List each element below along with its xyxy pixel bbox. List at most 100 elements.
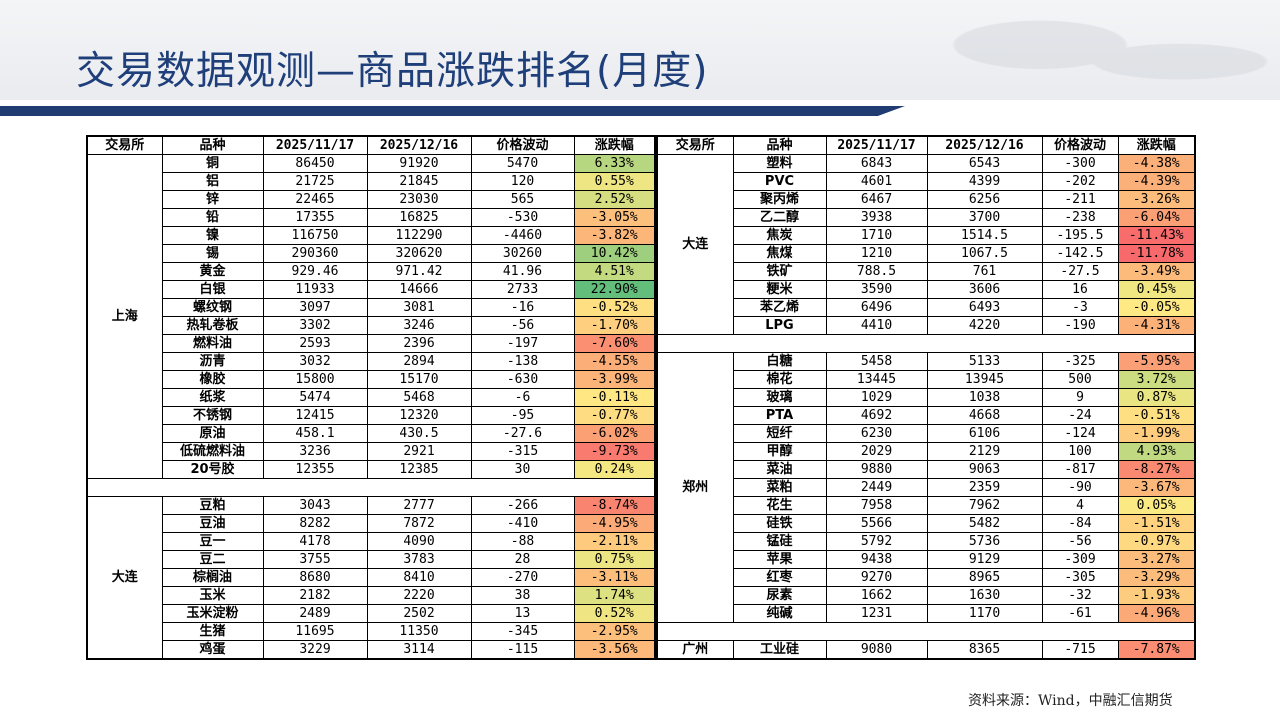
table-row: 低硫燃料油 3236 2921 -315 -9.73% — [87, 442, 656, 461]
pct-change-cell: -4.38% — [1117, 154, 1196, 173]
pct-change-cell: 0.24% — [573, 460, 656, 479]
price-change-cell: -238 — [1041, 208, 1119, 227]
price-end-cell: 761 — [926, 262, 1043, 281]
price-end-cell: 14666 — [366, 280, 472, 299]
price-end-cell: 5468 — [366, 388, 472, 407]
table-row: LPG 4410 4220 -190 -4.31% — [657, 316, 1196, 335]
price-change-cell: -266 — [470, 496, 575, 515]
variety-cell: 菜粕 — [732, 478, 827, 497]
price-start-cell: 3236 — [262, 442, 368, 461]
table-row: 铁矿 788.5 761 -27.5 -3.49% — [657, 262, 1196, 281]
price-start-cell: 458.1 — [262, 424, 368, 443]
variety-cell: 尿素 — [732, 586, 827, 605]
pct-change-cell: 0.05% — [1117, 496, 1196, 515]
price-change-cell: -27.5 — [1041, 262, 1119, 281]
table-row: 甲醇 2029 2129 100 4.93% — [657, 442, 1196, 461]
price-start-cell: 4692 — [825, 406, 928, 425]
variety-cell: 热轧卷板 — [161, 316, 264, 335]
left-ranking-table: 交易所 品种 2025/11/17 2025/12/16 价格波动 涨跌幅 上海… — [86, 135, 656, 660]
price-start-cell: 11933 — [262, 280, 368, 299]
table-row: 橡胶 15800 15170 -630 -3.99% — [87, 370, 656, 389]
table-header-row: 交易所 品种 2025/11/17 2025/12/16 价格波动 涨跌幅 — [86, 135, 656, 155]
variety-cell: LPG — [732, 316, 827, 335]
table-row: 大连 豆粕 3043 2777 -266 -8.74% — [86, 496, 656, 660]
price-start-cell: 290360 — [262, 244, 368, 263]
pct-change-cell: -0.11% — [573, 388, 656, 407]
pct-change-cell: 4.51% — [573, 262, 656, 281]
group-separator-row — [656, 622, 1196, 641]
price-change-cell: 2733 — [470, 280, 575, 299]
price-change-cell: -4460 — [470, 226, 575, 245]
variety-cell: 玉米 — [161, 586, 264, 605]
header-price-change: 价格波动 — [1041, 135, 1119, 155]
pct-change-cell: 0.45% — [1117, 280, 1196, 299]
price-end-cell: 1038 — [926, 388, 1043, 407]
price-change-cell: 5470 — [470, 154, 575, 173]
separator-cell — [656, 334, 1196, 353]
variety-cell: 豆油 — [161, 514, 264, 533]
price-start-cell: 2489 — [262, 604, 368, 623]
price-change-cell: -202 — [1041, 172, 1119, 191]
price-start-cell: 1210 — [825, 244, 928, 263]
table-row: 白银 11933 14666 2733 22.90% — [87, 280, 656, 299]
variety-cell: 棕榈油 — [161, 568, 264, 587]
table-row: 锡 290360 320620 30260 10.42% — [87, 244, 656, 263]
table-row: 生猪 11695 11350 -345 -2.95% — [87, 622, 656, 641]
price-end-cell: 6256 — [926, 190, 1043, 209]
price-start-cell: 1029 — [825, 388, 928, 407]
price-start-cell: 86450 — [262, 154, 368, 173]
exchange-cell: 郑州 — [656, 352, 734, 623]
header-date-end: 2025/12/16 — [926, 135, 1043, 155]
price-start-cell: 3043 — [262, 496, 368, 515]
variety-cell: 黄金 — [161, 262, 264, 281]
table-row: 玉米淀粉 2489 2502 13 0.52% — [87, 604, 656, 623]
price-change-cell: -305 — [1041, 568, 1119, 587]
price-end-cell: 2894 — [366, 352, 472, 371]
pct-change-cell: -3.49% — [1117, 262, 1196, 281]
variety-cell: 红枣 — [732, 568, 827, 587]
pct-change-cell: -0.05% — [1117, 298, 1196, 317]
world-map-watermark — [880, 0, 1280, 112]
price-start-cell: 9270 — [825, 568, 928, 587]
variety-cell: 焦炭 — [732, 226, 827, 245]
price-end-cell: 112290 — [366, 226, 472, 245]
variety-cell: 20号胶 — [161, 460, 264, 479]
table-row: 棕榈油 8680 8410 -270 -3.11% — [87, 568, 656, 587]
table-row: 苯乙烯 6496 6493 -3 -0.05% — [657, 298, 1196, 317]
variety-cell: 白糖 — [732, 352, 827, 371]
price-end-cell: 7962 — [926, 496, 1043, 515]
price-end-cell: 3606 — [926, 280, 1043, 299]
variety-cell: 乙二醇 — [732, 208, 827, 227]
price-start-cell: 2182 — [262, 586, 368, 605]
price-start-cell: 12355 — [262, 460, 368, 479]
pct-change-cell: 22.90% — [573, 280, 656, 299]
variety-cell: 豆粕 — [161, 496, 264, 515]
price-end-cell: 1514.5 — [926, 226, 1043, 245]
price-change-cell: -95 — [470, 406, 575, 425]
pct-change-cell: -1.99% — [1117, 424, 1196, 443]
price-change-cell: -32 — [1041, 586, 1119, 605]
price-change-cell: -530 — [470, 208, 575, 227]
pct-change-cell: 0.87% — [1117, 388, 1196, 407]
price-change-cell: -345 — [470, 622, 575, 641]
table-row: PVC 4601 4399 -202 -4.39% — [657, 172, 1196, 191]
table-row: 原油 458.1 430.5 -27.6 -6.02% — [87, 424, 656, 443]
price-start-cell: 9438 — [825, 550, 928, 569]
table-row: 红枣 9270 8965 -305 -3.29% — [657, 568, 1196, 587]
pct-change-cell: 3.72% — [1117, 370, 1196, 389]
price-change-cell: 13 — [470, 604, 575, 623]
pct-change-cell: 0.55% — [573, 172, 656, 191]
variety-cell: 菜油 — [732, 460, 827, 479]
price-end-cell: 4090 — [366, 532, 472, 551]
header-background — [0, 0, 1280, 112]
pct-change-cell: -2.11% — [573, 532, 656, 551]
table-row: 镍 116750 112290 -4460 -3.82% — [87, 226, 656, 245]
table-row: 硅铁 5566 5482 -84 -1.51% — [657, 514, 1196, 533]
pct-change-cell: -3.29% — [1117, 568, 1196, 587]
table-row: 菜油 9880 9063 -817 -8.27% — [657, 460, 1196, 479]
pct-change-cell: -3.26% — [1117, 190, 1196, 209]
price-start-cell: 2593 — [262, 334, 368, 353]
table-row: 锌 22465 23030 565 2.52% — [87, 190, 656, 209]
table-row: 焦炭 1710 1514.5 -195.5 -11.43% — [657, 226, 1196, 245]
right-table-body: 大连 塑料 6843 6543 -300 -4.38% PVC 4601 4399 -202 -4.… — [656, 154, 1196, 660]
